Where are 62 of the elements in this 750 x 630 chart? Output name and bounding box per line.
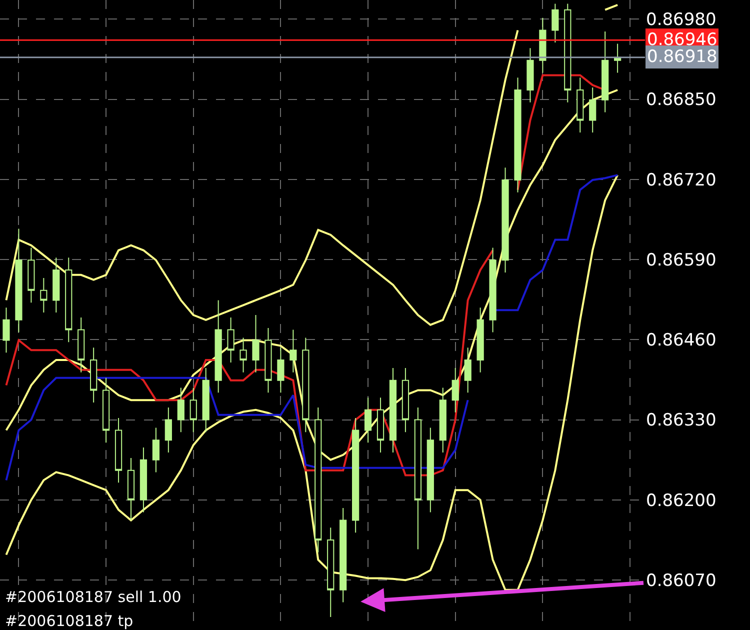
candlestick — [78, 316, 85, 373]
y-tick-label: 0.86330 — [646, 410, 716, 431]
y-tick-label: 0.86070 — [646, 571, 716, 592]
candlestick — [2, 307, 10, 354]
candlestick — [290, 329, 297, 373]
candlestick — [314, 406, 322, 553]
candlestick — [190, 387, 197, 433]
y-tick-label: 0.86200 — [646, 490, 716, 511]
annotation: #2006108187 sell 1.00 — [5, 588, 182, 606]
candlestick — [352, 417, 360, 534]
candlestick — [277, 347, 284, 394]
candlestick — [90, 347, 98, 404]
candlestick — [264, 327, 272, 394]
candlestick — [65, 257, 72, 343]
candlestick — [214, 300, 222, 394]
candlestick — [102, 377, 110, 444]
y-tick-label: 0.86980 — [646, 10, 716, 30]
candlestick — [40, 278, 48, 314]
candlestick — [564, 3, 572, 103]
ref-line-label: 0.86918 — [647, 47, 718, 67]
candlestick — [127, 458, 135, 521]
y-tick-label: 0.86590 — [646, 250, 716, 270]
candlestick — [302, 337, 310, 433]
candlestick — [576, 77, 584, 134]
candlestick — [389, 368, 397, 453]
annotation: #2006108187 tp — [5, 612, 134, 630]
candlestick — [252, 314, 260, 373]
candlestick — [114, 417, 122, 484]
candlestick — [502, 167, 509, 273]
candlestick — [464, 347, 472, 394]
candlestick — [227, 316, 234, 363]
candlestick — [140, 447, 148, 513]
y-tick-label: 0.86850 — [646, 90, 716, 110]
candlestick — [452, 368, 459, 413]
candlestick — [202, 368, 210, 433]
candlestick — [414, 406, 422, 550]
candlestick — [164, 406, 172, 453]
candlestick — [177, 387, 184, 433]
candlestick — [489, 247, 496, 333]
candlestick — [152, 427, 160, 473]
candlestick — [52, 257, 60, 314]
candlestick — [340, 507, 347, 603]
candlestick — [376, 397, 384, 453]
candlestick — [426, 427, 434, 513]
y-tick-label: 0.86460 — [646, 330, 716, 351]
candlestick — [439, 387, 446, 453]
candlestick — [526, 48, 534, 103]
y-tick-label: 0.86720 — [646, 170, 716, 190]
candlestick — [602, 30, 609, 113]
candlestick — [15, 228, 22, 333]
candlestick — [476, 307, 484, 373]
candlestick — [364, 397, 372, 444]
candlestick — [28, 247, 35, 304]
candlestick — [539, 17, 546, 74]
candlestick — [589, 87, 596, 134]
candlestick — [552, 3, 559, 44]
candlestick — [327, 527, 334, 618]
line-series — [5, 174, 619, 591]
candlestick — [240, 337, 247, 373]
ref-line-label: 0.86946 — [647, 30, 718, 50]
candlestick — [514, 77, 522, 193]
candlestick — [402, 368, 410, 433]
